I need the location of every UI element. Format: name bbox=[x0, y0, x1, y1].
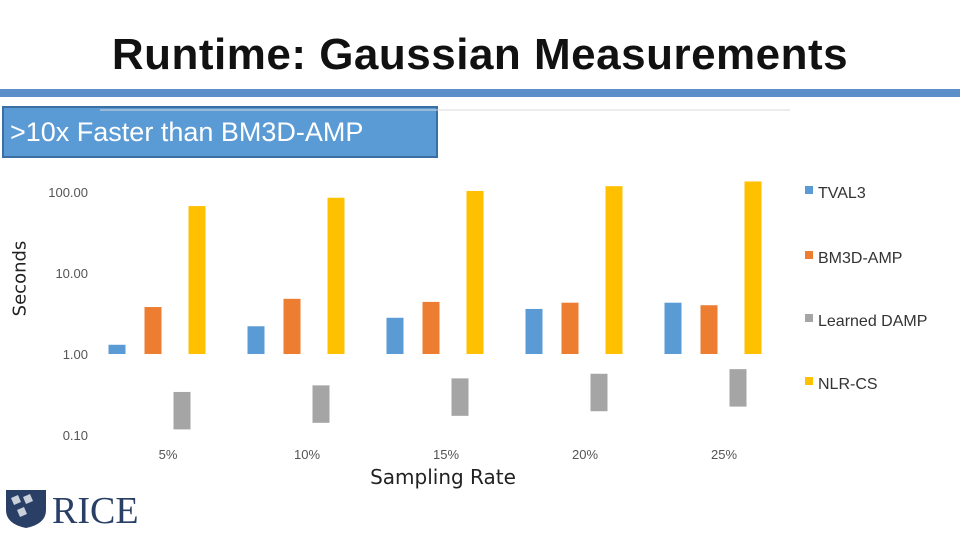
bar-learned-damp bbox=[312, 385, 330, 423]
callout-box: >10x Faster than BM3D-AMP bbox=[2, 106, 438, 158]
legend-label: TVAL3 bbox=[818, 185, 866, 202]
bar-tval3 bbox=[525, 308, 543, 354]
rice-logo: RICE bbox=[6, 490, 139, 530]
bar-bm3d-amp bbox=[422, 301, 440, 354]
bar-nlr-cs bbox=[605, 186, 623, 354]
x-tick-label: 15% bbox=[433, 447, 459, 462]
title-divider bbox=[0, 89, 960, 97]
x-tick-label: 10% bbox=[294, 447, 320, 462]
bar-bm3d-amp bbox=[144, 307, 162, 354]
bar-learned-damp bbox=[590, 373, 608, 412]
x-tick-label: 20% bbox=[572, 447, 598, 462]
bar-nlr-cs bbox=[188, 206, 206, 354]
rice-shield-icon bbox=[6, 490, 46, 528]
bar-bm3d-amp bbox=[700, 305, 718, 354]
bar-bm3d-amp bbox=[561, 302, 579, 354]
rice-logo-text: RICE bbox=[52, 490, 139, 530]
bar-learned-damp bbox=[173, 391, 191, 430]
slide-title: Runtime: Gaussian Measurements bbox=[111, 30, 849, 79]
legend-label: BM3D-AMP bbox=[818, 250, 902, 267]
y-tick-label: 100.00 bbox=[48, 185, 88, 200]
bar-bm3d-amp bbox=[283, 298, 301, 354]
bar-nlr-cs bbox=[466, 190, 484, 354]
bar-nlr-cs bbox=[744, 181, 762, 354]
bar-learned-damp bbox=[729, 369, 747, 407]
legend-swatch bbox=[805, 314, 813, 322]
bar-tval3 bbox=[247, 326, 265, 354]
x-tick-label: 25% bbox=[711, 447, 737, 462]
legend-label: NLR-CS bbox=[818, 376, 878, 393]
bar-tval3 bbox=[108, 344, 126, 354]
legend-swatch bbox=[805, 377, 813, 385]
bar-tval3 bbox=[664, 302, 682, 354]
legend-swatch bbox=[805, 251, 813, 259]
y-tick-label: 10.00 bbox=[55, 266, 88, 281]
y-tick-label: 0.10 bbox=[63, 428, 88, 443]
x-tick-label: 5% bbox=[159, 447, 178, 462]
bar-tval3 bbox=[386, 317, 404, 354]
legend-swatch bbox=[805, 186, 813, 194]
bar-learned-damp bbox=[451, 378, 469, 416]
x-axis-label: Sampling Rate bbox=[370, 465, 516, 489]
y-tick-label: 1.00 bbox=[63, 347, 88, 362]
bar-nlr-cs bbox=[327, 197, 345, 354]
legend-label: Learned DAMP bbox=[818, 313, 927, 330]
